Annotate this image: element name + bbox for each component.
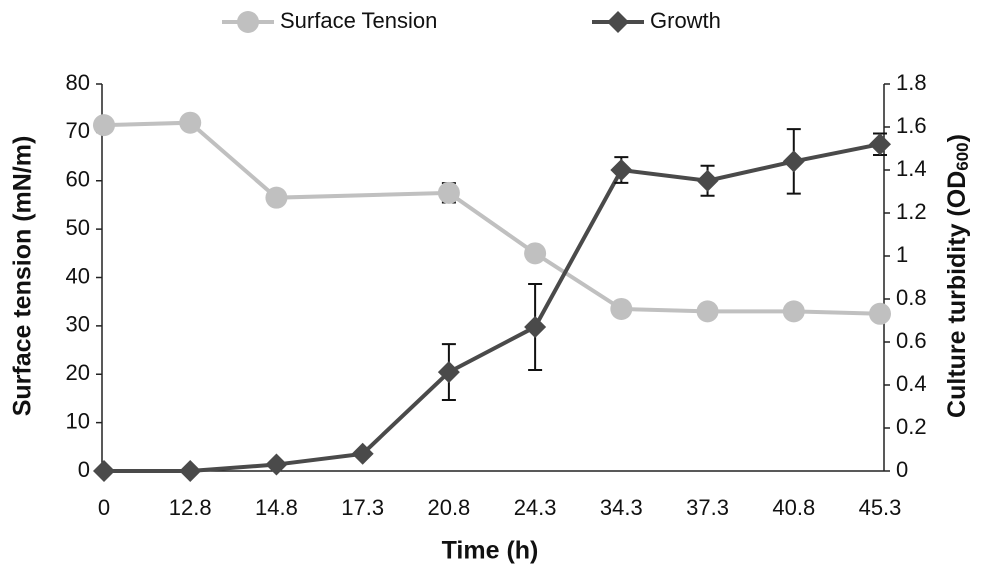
y-tick-label: 0 [78,457,90,482]
x-tick-label: 12.8 [169,495,212,520]
y-axis-label: Surface tension (mN/m) [9,136,37,417]
marker [93,114,115,137]
y2-tick-label: 1.6 [896,113,927,138]
y2-tick-label: 0 [896,457,908,482]
series-line [103,120,881,316]
marker [265,453,288,476]
y2-label-sub: 600 [953,142,972,170]
marker [437,181,460,204]
marker [179,111,202,134]
y2-tick-label: 0.8 [896,285,927,310]
x-tick-label: 0 [98,495,110,520]
marker [869,302,891,325]
y-tick-label: 30 [66,312,90,337]
x-axis-label: Time (h) [442,537,539,565]
y-tick-label: 70 [66,118,90,143]
x-tick-label: 20.8 [427,495,470,520]
x-tick-label: 24.3 [514,495,557,520]
marker [696,300,719,323]
series-line [104,142,881,473]
legend-label: Growth [650,8,721,33]
y-tick-label: 40 [66,263,90,288]
x-tick-label: 40.8 [772,495,815,520]
y2-tick-label: 1 [896,242,908,267]
legend-label: Surface Tension [280,8,437,33]
y-tick-label: 60 [66,167,90,192]
marker [265,186,288,209]
marker [93,460,115,482]
marker [869,133,891,156]
marker [437,361,460,384]
y2-axis-label: Culture turbidity (OD600) [943,134,973,418]
y2-tick-label: 1.8 [896,70,927,95]
y2-tick-label: 0.6 [896,328,927,353]
x-tick-label: 34.3 [600,495,643,520]
x-tick-label: 14.8 [255,495,298,520]
marker [610,297,633,320]
legend-marker [607,11,629,33]
y-tick-label: 20 [66,360,90,385]
y-tick-label: 80 [66,70,90,95]
marker [351,442,374,465]
legend-marker [237,11,259,33]
y-tick-label: 10 [66,408,90,433]
x-tick-label: 45.3 [859,495,902,520]
marker [610,159,633,181]
marker [179,460,202,482]
marker [524,242,547,265]
marker [696,169,719,192]
marker [782,150,805,173]
y2-label-end: ) [943,134,971,142]
y2-label-main: Culture turbidity (OD [943,171,971,418]
y-tick-label: 50 [66,215,90,240]
x-tick-label: 17.3 [341,495,384,520]
y2-tick-label: 0.4 [896,371,927,396]
x-tick-label: 37.3 [686,495,729,520]
y2-tick-label: 1.4 [896,156,927,181]
marker [524,315,547,338]
y2-tick-label: 1.2 [896,199,927,224]
y2-tick-label: 0.2 [896,414,927,439]
marker [782,300,805,323]
